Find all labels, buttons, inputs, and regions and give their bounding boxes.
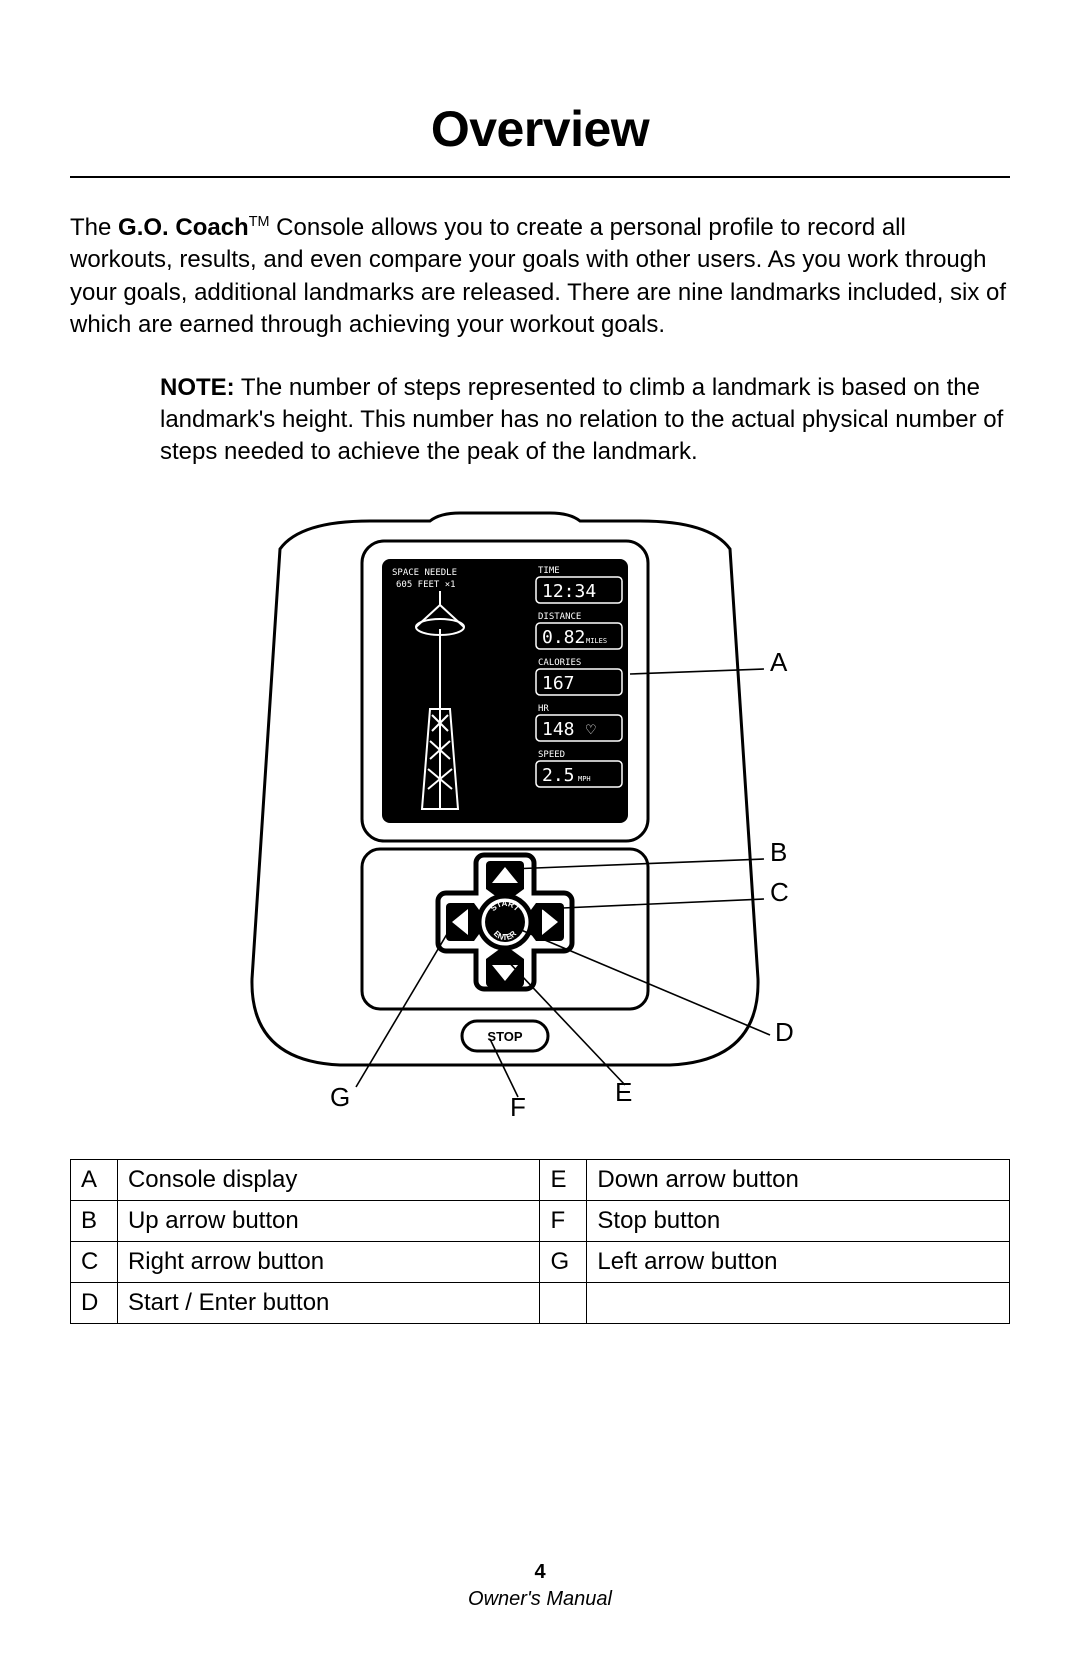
device-svg: SPACE NEEDLE 605 FEET ×1 <box>70 509 1010 1129</box>
page-number: 4 <box>0 1561 1080 1584</box>
legend-desc <box>587 1282 1010 1323</box>
callout-C: C <box>770 877 789 908</box>
note-label: NOTE: <box>160 374 235 401</box>
legend-key: A <box>71 1159 118 1200</box>
legend-key: F <box>540 1200 587 1241</box>
svg-text:HR: HR <box>538 704 549 714</box>
legend-key <box>540 1282 587 1323</box>
legend-desc: Start / Enter button <box>117 1282 540 1323</box>
intro-paragraph: The G.O. CoachTM Console allows you to c… <box>70 212 1010 342</box>
svg-text:DISTANCE: DISTANCE <box>538 612 581 622</box>
legend-key: E <box>540 1159 587 1200</box>
legend-desc: Down arrow button <box>587 1159 1010 1200</box>
svg-text:♡: ♡ <box>586 720 596 739</box>
legend-desc: Stop button <box>587 1200 1010 1241</box>
table-row: CRight arrow buttonGLeft arrow button <box>71 1241 1010 1282</box>
legend-key: B <box>71 1200 118 1241</box>
manual-label: Owner's Manual <box>0 1588 1080 1611</box>
title-rule <box>70 176 1010 178</box>
lcd-title2: 605 FEET ×1 <box>396 580 456 590</box>
intro-prefix: The <box>70 214 118 241</box>
note-text: The number of steps represented to climb… <box>160 374 1003 466</box>
device-diagram: SPACE NEEDLE 605 FEET ×1 <box>70 509 1010 1129</box>
device-body: SPACE NEEDLE 605 FEET ×1 <box>252 513 758 1065</box>
svg-text:STOP: STOP <box>487 1029 522 1044</box>
svg-text:MILES: MILES <box>586 637 607 645</box>
note-paragraph: NOTE: The number of steps represented to… <box>70 372 1010 469</box>
legend-desc: Left arrow button <box>587 1241 1010 1282</box>
legend-desc: Console display <box>117 1159 540 1200</box>
trademark: TM <box>249 214 270 230</box>
callout-D: D <box>775 1017 794 1048</box>
table-row: AConsole displayEDown arrow button <box>71 1159 1010 1200</box>
lcd-title1: SPACE NEEDLE <box>392 568 457 578</box>
svg-text:148: 148 <box>542 719 575 740</box>
callout-E: E <box>615 1077 632 1108</box>
product-name: G.O. Coach <box>118 214 249 241</box>
page-title: Overview <box>70 100 1010 158</box>
callout-F: F <box>510 1092 526 1123</box>
svg-text:CALORIES: CALORIES <box>538 658 581 668</box>
svg-text:0.82: 0.82 <box>542 627 585 648</box>
legend-desc: Up arrow button <box>117 1200 540 1241</box>
svg-text:167: 167 <box>542 673 575 694</box>
stop-button[interactable]: STOP <box>462 1021 548 1051</box>
legend-key: G <box>540 1241 587 1282</box>
legend-desc: Right arrow button <box>117 1241 540 1282</box>
legend-key: D <box>71 1282 118 1323</box>
legend-key: C <box>71 1241 118 1282</box>
svg-text:SPEED: SPEED <box>538 750 565 760</box>
page-footer: 4 Owner's Manual <box>0 1561 1080 1611</box>
callout-A: A <box>770 647 787 678</box>
svg-text:12:34: 12:34 <box>542 581 596 602</box>
legend-table: AConsole displayEDown arrow buttonBUp ar… <box>70 1159 1010 1324</box>
table-row: DStart / Enter button <box>71 1282 1010 1323</box>
callout-G: G <box>330 1082 350 1113</box>
svg-text:MPH: MPH <box>578 775 591 783</box>
svg-text:TIME: TIME <box>538 566 560 576</box>
callout-B: B <box>770 837 787 868</box>
table-row: BUp arrow buttonFStop button <box>71 1200 1010 1241</box>
svg-text:2.5: 2.5 <box>542 765 575 786</box>
